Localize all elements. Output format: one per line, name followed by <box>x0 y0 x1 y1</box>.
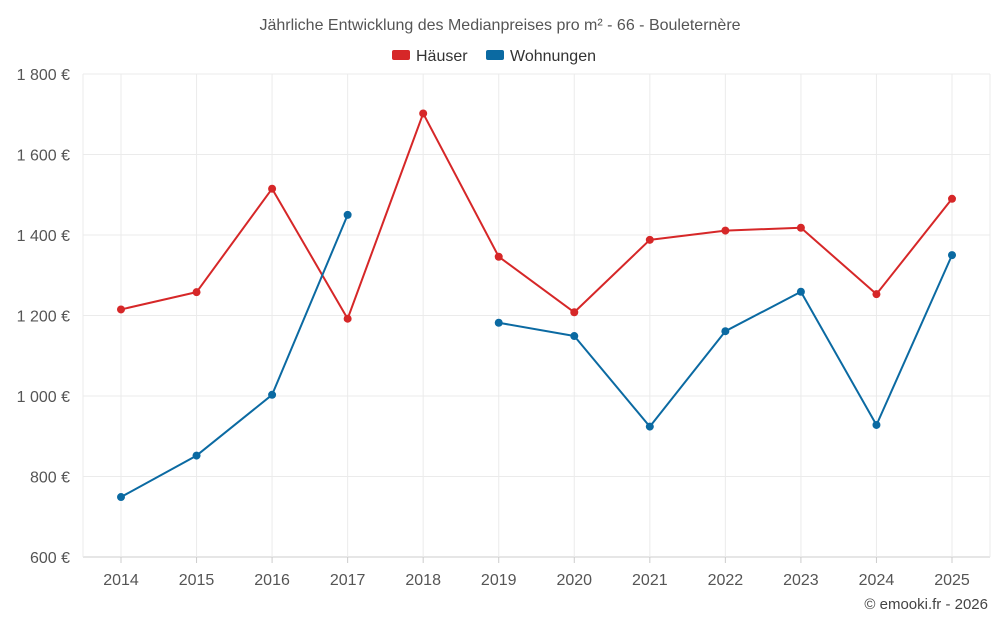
credit-text: © emooki.fr - 2026 <box>864 596 988 613</box>
data-point-wohnungen-2019[interactable] <box>494 318 503 327</box>
legend-item-wohnungen[interactable]: Wohnungen <box>486 48 596 65</box>
x-tick-label: 2025 <box>934 572 970 589</box>
legend-item-haeuser[interactable]: Häuser <box>392 48 468 65</box>
x-tick-label: 2020 <box>556 572 592 589</box>
x-tick-label: 2016 <box>254 572 290 589</box>
x-tick-label: 2017 <box>330 572 366 589</box>
legend-swatch-haeuser <box>392 50 410 60</box>
y-tick-label: 1 200 € <box>17 309 70 326</box>
legend-label-wohnungen: Wohnungen <box>510 48 596 65</box>
series-haeuser <box>117 109 956 323</box>
data-point-haeuser-2020[interactable] <box>570 308 579 317</box>
data-point-haeuser-2017[interactable] <box>343 314 352 323</box>
x-tick-label: 2022 <box>708 572 744 589</box>
data-point-haeuser-2024[interactable] <box>872 290 881 299</box>
data-point-wohnungen-2015[interactable] <box>192 451 201 460</box>
data-point-haeuser-2018[interactable] <box>419 109 428 118</box>
data-point-wohnungen-2022[interactable] <box>721 327 730 336</box>
y-tick-label: 600 € <box>30 550 70 567</box>
y-tick-label: 1 000 € <box>17 389 70 406</box>
y-tick-label: 800 € <box>30 470 70 487</box>
data-point-haeuser-2019[interactable] <box>494 252 503 261</box>
data-point-haeuser-2016[interactable] <box>268 184 277 193</box>
series-line-wohnungen <box>120 214 349 498</box>
data-point-haeuser-2022[interactable] <box>721 226 730 235</box>
data-point-haeuser-2015[interactable] <box>192 288 201 297</box>
data-point-wohnungen-2024[interactable] <box>872 420 881 429</box>
data-point-wohnungen-2014[interactable] <box>117 493 125 502</box>
series <box>117 109 956 502</box>
x-tick-label: 2021 <box>632 572 668 589</box>
x-tick-label: 2019 <box>481 572 517 589</box>
data-point-wohnungen-2025[interactable] <box>948 251 956 260</box>
data-point-haeuser-2025[interactable] <box>948 194 956 203</box>
grid <box>82 73 991 558</box>
legend: Häuser Wohnungen <box>392 48 596 65</box>
data-point-haeuser-2023[interactable] <box>796 223 805 232</box>
y-tick-label: 1 600 € <box>17 148 70 165</box>
series-line-haeuser <box>120 112 953 320</box>
x-tick-label: 2024 <box>859 572 895 589</box>
data-point-wohnungen-2016[interactable] <box>268 390 277 399</box>
data-point-wohnungen-2023[interactable] <box>796 287 805 296</box>
x-tick-label: 2023 <box>783 572 819 589</box>
y-tick-label: 1 400 € <box>17 228 70 245</box>
legend-swatch-wohnungen <box>486 50 504 60</box>
data-point-wohnungen-2017[interactable] <box>343 210 352 219</box>
series-wohnungen <box>117 210 956 502</box>
x-tick-label: 2018 <box>405 572 441 589</box>
data-point-wohnungen-2020[interactable] <box>570 332 579 341</box>
data-point-haeuser-2014[interactable] <box>117 305 125 314</box>
y-axis-ticks: 600 € 800 € 1 000 € 1 200 € 1 400 € 1 600 € 1 … <box>17 67 70 567</box>
x-axis-ticks: 2014 2015 2016 2017 2018 2019 2020 2021 2022 2023… <box>103 557 970 589</box>
y-tick-label: 1 800 € <box>17 67 70 84</box>
x-tick-label: 2015 <box>179 572 215 589</box>
data-point-wohnungen-2021[interactable] <box>645 422 654 431</box>
chart-title: Jährliche Entwicklung des Medianpreises … <box>259 17 740 34</box>
x-tick-label: 2014 <box>103 572 139 589</box>
data-point-haeuser-2021[interactable] <box>645 235 654 244</box>
legend-label-haeuser: Häuser <box>416 48 468 65</box>
